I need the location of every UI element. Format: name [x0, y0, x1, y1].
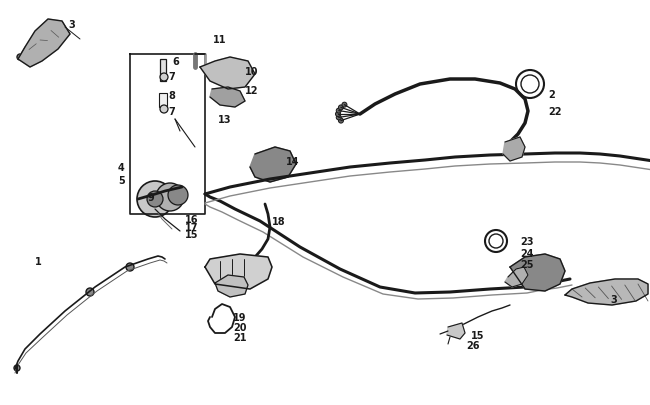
- Polygon shape: [505, 267, 528, 287]
- Circle shape: [86, 288, 94, 296]
- Circle shape: [126, 263, 134, 271]
- Circle shape: [147, 192, 163, 207]
- Text: 21: 21: [233, 332, 246, 342]
- Text: 15: 15: [185, 230, 198, 239]
- Polygon shape: [210, 88, 245, 108]
- Circle shape: [335, 112, 341, 117]
- Text: 16: 16: [185, 215, 198, 224]
- Circle shape: [339, 119, 343, 124]
- Text: 7: 7: [168, 72, 175, 82]
- Text: 25: 25: [520, 259, 534, 269]
- Circle shape: [245, 266, 255, 276]
- Text: 20: 20: [233, 322, 246, 332]
- Polygon shape: [565, 279, 648, 305]
- Text: 3: 3: [68, 20, 75, 30]
- Polygon shape: [200, 58, 255, 90]
- Text: 19: 19: [233, 312, 246, 322]
- Text: 15: 15: [471, 330, 484, 340]
- Text: 12: 12: [245, 86, 259, 96]
- Text: 18: 18: [272, 216, 285, 226]
- Circle shape: [168, 185, 188, 205]
- FancyBboxPatch shape: [159, 94, 167, 108]
- Polygon shape: [510, 254, 565, 291]
- Text: 8: 8: [168, 91, 175, 101]
- Circle shape: [156, 183, 184, 211]
- Circle shape: [342, 103, 347, 108]
- Circle shape: [17, 55, 23, 61]
- Text: 1: 1: [35, 256, 42, 266]
- Circle shape: [160, 74, 168, 82]
- Polygon shape: [18, 20, 70, 68]
- Circle shape: [268, 161, 278, 171]
- Polygon shape: [205, 254, 272, 289]
- Text: 10: 10: [245, 67, 259, 77]
- Text: 9: 9: [148, 192, 155, 202]
- Text: 13: 13: [218, 115, 231, 125]
- Polygon shape: [503, 138, 525, 162]
- Circle shape: [529, 264, 545, 280]
- Text: 17: 17: [185, 222, 198, 232]
- Text: 3: 3: [610, 294, 617, 304]
- Text: 24: 24: [520, 248, 534, 258]
- Circle shape: [221, 266, 231, 276]
- Text: 6: 6: [172, 57, 179, 67]
- Text: 2: 2: [548, 90, 554, 100]
- Polygon shape: [215, 275, 248, 297]
- Text: 22: 22: [548, 107, 562, 117]
- Circle shape: [336, 109, 341, 114]
- Text: 4: 4: [118, 162, 125, 173]
- Text: 11: 11: [213, 35, 226, 45]
- Text: 26: 26: [466, 340, 480, 350]
- FancyBboxPatch shape: [160, 60, 166, 82]
- Circle shape: [160, 106, 168, 114]
- Text: 7: 7: [168, 107, 175, 117]
- Circle shape: [336, 116, 341, 121]
- Text: 14: 14: [286, 157, 300, 166]
- Text: 23: 23: [520, 237, 534, 246]
- Circle shape: [137, 181, 173, 217]
- Polygon shape: [250, 148, 296, 183]
- Circle shape: [521, 256, 553, 288]
- Text: 5: 5: [118, 175, 125, 185]
- Circle shape: [14, 365, 20, 371]
- Circle shape: [261, 153, 285, 177]
- Polygon shape: [447, 323, 465, 339]
- Circle shape: [339, 106, 343, 111]
